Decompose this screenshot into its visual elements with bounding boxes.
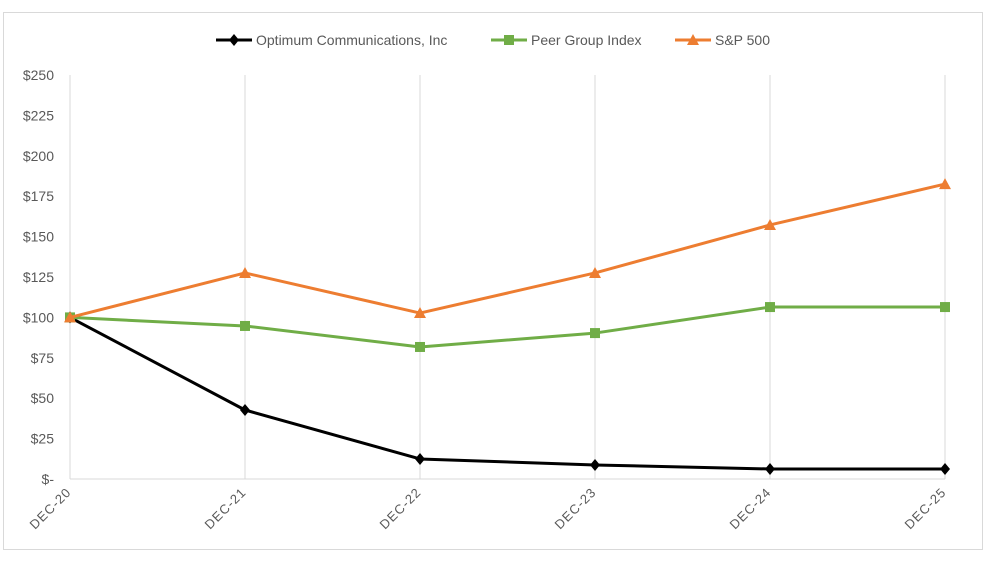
y-tick-label: $25	[31, 431, 55, 447]
data-point-diamond	[240, 403, 250, 416]
data-point-square	[240, 320, 250, 331]
y-tick-label: $200	[23, 148, 54, 164]
data-point-square	[504, 35, 514, 45]
x-tick-label: DEC-21	[202, 485, 250, 533]
y-tick-label: $50	[31, 390, 55, 406]
data-point-diamond	[415, 452, 425, 465]
y-tick-label: $175	[23, 188, 54, 204]
x-tick-label: DEC-20	[27, 485, 75, 533]
data-point-triangle	[64, 311, 76, 323]
legend-item: Optimum Communications, Inc	[216, 32, 447, 48]
data-point-triangle	[589, 266, 601, 278]
x-tick-label: DEC-24	[727, 485, 775, 533]
y-tick-label: $225	[23, 107, 54, 123]
legend-label: Peer Group Index	[531, 32, 642, 48]
data-point-triangle	[414, 307, 426, 319]
data-point-diamond	[229, 34, 239, 46]
legend-label: Optimum Communications, Inc	[256, 32, 447, 48]
data-point-square	[415, 341, 425, 352]
data-point-diamond	[940, 462, 950, 475]
series-0	[65, 311, 950, 475]
series-line	[69, 182, 946, 319]
data-point-square	[590, 328, 600, 339]
data-point-diamond	[765, 462, 775, 475]
data-point-square	[765, 302, 775, 313]
y-tick-label: $-	[42, 471, 55, 487]
y-tick-label: $250	[23, 67, 54, 83]
data-point-diamond	[590, 458, 600, 471]
series-1	[65, 302, 950, 352]
data-point-triangle	[764, 218, 776, 230]
legend-item: Peer Group Index	[491, 32, 642, 48]
y-tick-label: $125	[23, 269, 54, 285]
y-tick-label: $75	[31, 350, 55, 366]
legend-item: S&P 500	[675, 32, 770, 48]
y-tick-label: $100	[23, 309, 54, 325]
x-tick-label: DEC-23	[552, 485, 600, 533]
x-tick-label: DEC-25	[902, 485, 950, 533]
data-point-triangle	[239, 266, 251, 278]
series-line	[69, 305, 945, 349]
series-line	[69, 316, 945, 471]
data-point-square	[940, 302, 950, 313]
series-2	[64, 178, 951, 323]
data-point-triangle	[939, 178, 951, 190]
y-tick-label: $150	[23, 229, 54, 245]
data-point-triangle	[687, 34, 699, 45]
x-tick-label: DEC-22	[377, 485, 425, 533]
legend-label: S&P 500	[715, 32, 770, 48]
